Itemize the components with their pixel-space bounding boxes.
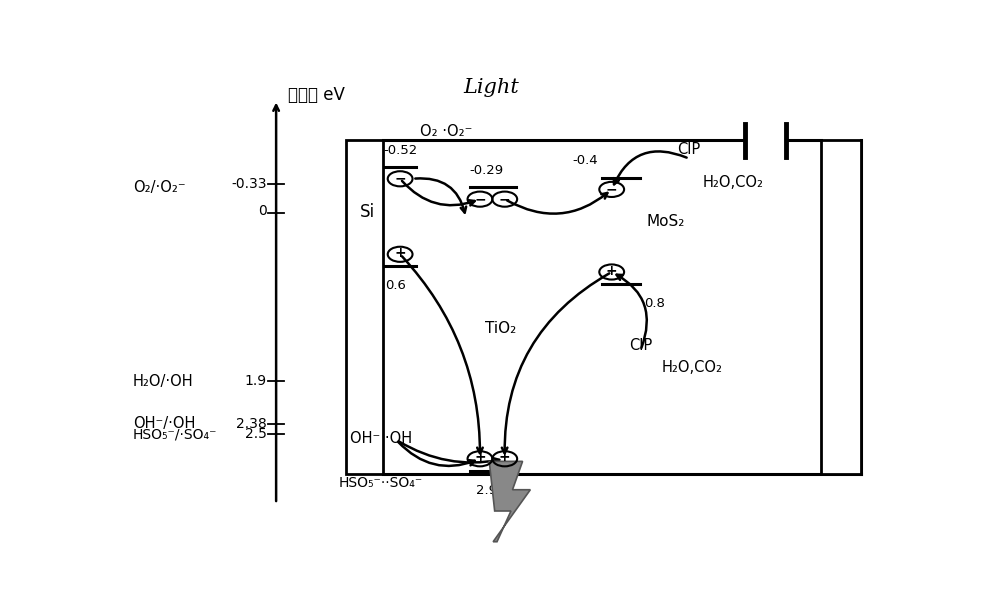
Text: HSO₅⁻··SO₄⁻: HSO₅⁻··SO₄⁻ (339, 476, 423, 490)
Text: -0.29: -0.29 (470, 164, 504, 177)
Text: 0.8: 0.8 (644, 297, 665, 310)
Text: 1.9: 1.9 (245, 374, 267, 388)
Text: MoS₂: MoS₂ (647, 214, 685, 229)
Bar (821, 141, 861, 474)
Text: Light: Light (463, 79, 519, 98)
Bar (346, 141, 383, 474)
Text: -0.33: -0.33 (231, 177, 267, 191)
Text: −: − (606, 182, 618, 196)
Text: 2.38: 2.38 (236, 417, 267, 430)
Text: H₂O,CO₂: H₂O,CO₂ (661, 360, 722, 375)
Text: H₂O,CO₂: H₂O,CO₂ (702, 175, 763, 190)
Text: TiO₂: TiO₂ (485, 322, 516, 336)
Polygon shape (489, 461, 530, 542)
Text: HSO₅⁻/·SO₄⁻: HSO₅⁻/·SO₄⁻ (133, 427, 217, 441)
Text: CIP: CIP (678, 142, 701, 157)
Text: -0.52: -0.52 (383, 144, 417, 157)
Text: 0: 0 (258, 204, 267, 217)
Text: +: + (394, 246, 406, 260)
Text: H₂O/·OH: H₂O/·OH (133, 374, 193, 389)
Text: OH⁻/·OH: OH⁻/·OH (133, 416, 195, 431)
Text: O₂/·O₂⁻: O₂/·O₂⁻ (133, 181, 185, 195)
Text: O₂ ·O₂⁻: O₂ ·O₂⁻ (420, 123, 473, 139)
Text: 2.91: 2.91 (476, 484, 506, 497)
Text: 0.6: 0.6 (385, 279, 406, 292)
Text: −: − (474, 192, 486, 206)
Text: OH⁻ ·OH: OH⁻ ·OH (350, 431, 412, 446)
Text: Si: Si (360, 203, 375, 221)
Text: −: − (394, 172, 406, 186)
Text: -0.4: -0.4 (572, 154, 598, 167)
Text: −: − (499, 192, 511, 206)
Text: +: + (474, 450, 486, 464)
Text: 单位： eV: 单位： eV (288, 86, 345, 104)
Text: CIP: CIP (629, 338, 652, 353)
Text: 2.5: 2.5 (245, 427, 267, 441)
Text: +: + (606, 263, 618, 278)
Text: +: + (499, 450, 511, 464)
